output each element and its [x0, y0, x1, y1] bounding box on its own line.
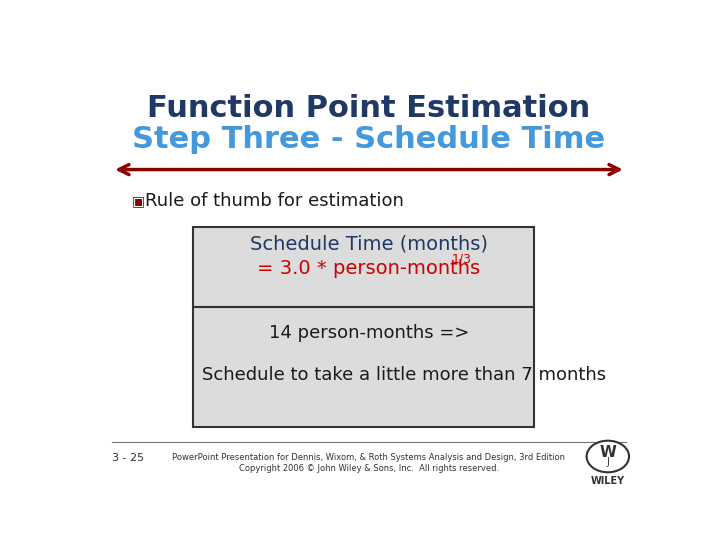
Text: 3 - 25: 3 - 25	[112, 453, 145, 463]
Text: WILEY: WILEY	[591, 476, 625, 485]
Bar	[193, 307, 534, 427]
Text: PowerPoint Presentation for Dennis, Wixom, & Roth Systems Analysis and Design, 3: PowerPoint Presentation for Dennis, Wixo…	[173, 453, 565, 462]
Text: ▣: ▣	[132, 194, 145, 208]
Text: Copyright 2006 © John Wiley & Sons, Inc.  All rights reserved.: Copyright 2006 © John Wiley & Sons, Inc.…	[239, 464, 499, 472]
Text: 1/3: 1/3	[451, 253, 472, 266]
Bar	[193, 227, 534, 307]
Text: 14 person-months =>: 14 person-months =>	[269, 324, 469, 342]
Text: = 3.0 * person-months: = 3.0 * person-months	[258, 259, 480, 278]
Text: Schedule to take a little more than 7 months: Schedule to take a little more than 7 mo…	[202, 366, 606, 383]
Text: Rule of thumb for estimation: Rule of thumb for estimation	[145, 192, 403, 210]
Text: J: J	[606, 457, 609, 467]
Circle shape	[587, 441, 629, 472]
Text: Schedule Time (months): Schedule Time (months)	[250, 235, 488, 254]
Text: Function Point Estimation: Function Point Estimation	[148, 94, 590, 123]
Text: Step Three - Schedule Time: Step Three - Schedule Time	[132, 125, 606, 154]
Text: W: W	[599, 445, 616, 460]
